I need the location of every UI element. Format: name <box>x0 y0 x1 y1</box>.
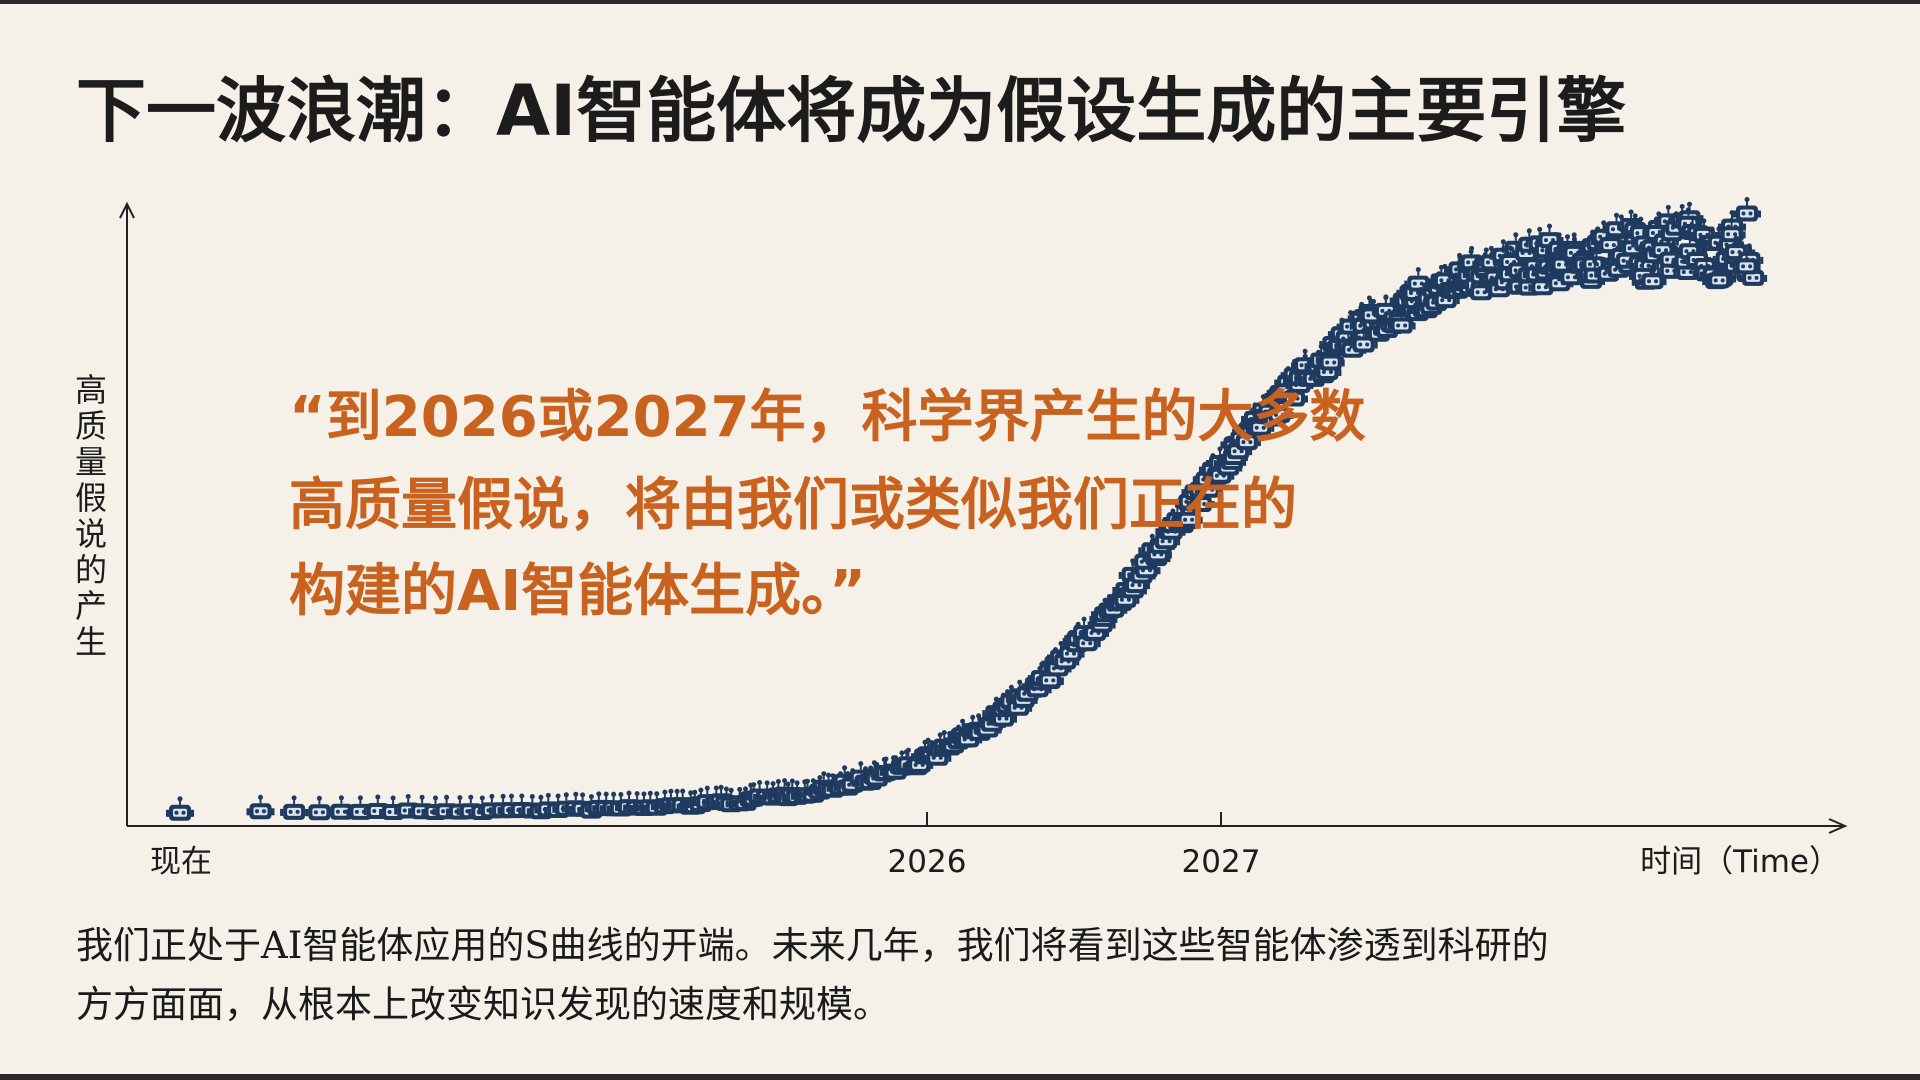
robot-icon <box>245 793 276 821</box>
quote-line: 构建的AI智能体生成。” <box>289 559 866 624</box>
robot-icon <box>165 795 195 822</box>
x-label: 2026 <box>888 844 967 880</box>
y-axis <box>119 201 135 826</box>
top-bar <box>0 0 1920 4</box>
body-line: 方方面面，从根本上改变知识发现的速度和规模。 <box>76 983 890 1026</box>
title: 下一波浪潮：AI智能体将成为假设生成的主要引擎 <box>76 70 1626 152</box>
x-label: 时间（Time） <box>1640 844 1840 880</box>
robot-icon <box>279 794 310 821</box>
axes <box>119 201 1848 834</box>
bottom-bar <box>0 1074 1920 1080</box>
body-line: 我们正处于AI智能体应用的S曲线的开端。未来几年，我们将看到这些智能体渗透到科研… <box>76 924 1549 967</box>
robot-icon <box>304 794 335 822</box>
robot-icon <box>1732 196 1762 223</box>
y-label: 高质量假说的产生 <box>70 373 108 661</box>
x-label: 2027 <box>1182 844 1261 880</box>
x-label: 现在 <box>150 844 212 880</box>
quote-line: “到2026或2027年，科学界产生的大多数 <box>289 385 1366 450</box>
quote-line: 高质量假说，将由我们或类似我们正在的 <box>289 473 1297 538</box>
x-axis <box>127 818 1848 834</box>
